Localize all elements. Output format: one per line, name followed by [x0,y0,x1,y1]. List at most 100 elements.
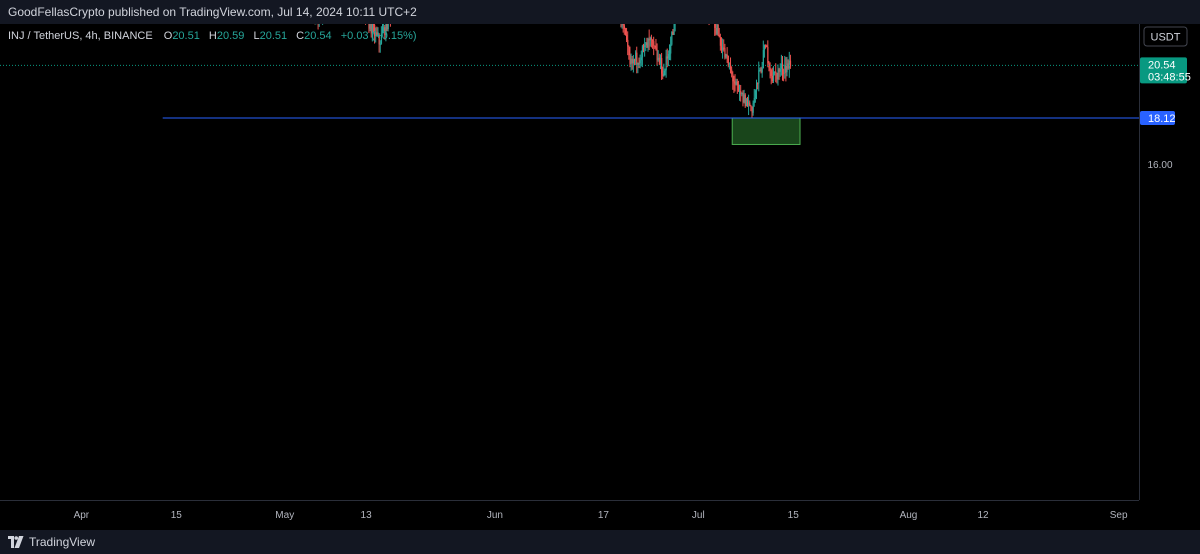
x-tick-label: 12 [978,510,990,521]
candle-body [748,102,750,106]
change-value: +0.03 (+0.15%) [341,30,417,42]
candle-body [750,105,752,107]
candle-body [636,52,638,65]
x-tick-label: 13 [361,510,373,521]
candle-body [727,55,729,66]
high-value: 20.59 [217,30,245,42]
candle-body [785,65,787,73]
candle-body [371,22,374,34]
candle-body [384,27,386,36]
candle-body [725,54,727,58]
candle-body [735,81,737,85]
x-tick-label: 15 [788,510,800,521]
support-price-label-bg [1140,110,1175,125]
candle-body [669,53,671,55]
candle-body [778,69,780,72]
candle-body [376,32,378,35]
candle-body [770,69,772,76]
candle-body [719,37,722,46]
x-tick-label: May [275,510,294,521]
candle-body [761,68,763,73]
candle-body [731,69,733,75]
candle-body [380,33,383,44]
candle-body [718,34,720,38]
candle-body [724,48,726,58]
candle-body [736,81,738,86]
candle-body [658,57,661,64]
candle-body [627,39,629,47]
candle-body [670,44,672,54]
support-price-value: 18.12 [1148,113,1176,125]
candle-body [641,46,644,58]
publish-info: GoodFellasCrypto published on TradingVie… [8,5,417,19]
candle-body [780,63,783,69]
ohlc-legend: INJ / TetherUS, 4h, BINANCE O20.51 H20.5… [8,30,417,42]
candle-body [740,90,742,95]
currency-button[interactable]: USDT [1143,26,1188,47]
candle-body [783,72,785,74]
candle-body [771,75,774,82]
candle-body [742,93,744,103]
candle-body [379,43,381,45]
candlestick-chart[interactable]: 16.0018.0020.0022.0024.0026.0028.0030.00… [0,0,1200,530]
candle-body [665,56,667,71]
x-tick-label: Apr [74,510,90,521]
tradingview-logo[interactable]: TradingView [8,535,95,549]
candle-body [644,45,646,47]
candle-body [765,45,767,47]
candle-body [649,37,651,41]
candle-body [653,41,655,46]
candle-body [672,31,674,35]
candle-body [768,63,770,68]
candle-body [671,31,673,45]
candle-body [726,54,728,56]
candle-body [647,39,649,48]
candle-body [645,42,647,46]
candle-body [666,56,668,59]
candle-body [640,57,642,61]
candle-body [714,15,716,28]
tradingview-logo-icon [8,536,24,548]
candle-body [628,46,630,56]
candle-body [624,29,627,35]
candle-body [378,34,380,45]
candle-body [646,42,648,48]
candle-body [652,39,654,42]
candle-body [733,81,735,84]
candle-body [775,71,777,73]
candle-body [370,21,372,34]
candle-body [767,46,769,64]
candle-body [774,71,776,73]
candle-body [656,49,658,61]
support-price-label: 18.12 [1140,110,1176,125]
close-label: C [296,30,304,42]
time-axis[interactable]: Apr 15 May 13 Jun 17 Jul 15 Aug 12 Sep [74,510,1128,521]
candle-body [752,102,754,113]
candle-body [758,70,760,84]
candle-body [789,60,792,67]
candle-body [786,63,788,73]
candle-body [753,98,755,103]
publish-header: GoodFellasCrypto published on TradingVie… [0,0,1200,24]
candle-body [385,17,387,36]
current-price-label-bg [1140,57,1187,84]
candle-body [655,47,657,50]
tradingview-brand: TradingView [29,535,96,549]
current-price-label: 20.54 03:48:55 [1140,57,1191,84]
candle-body [772,72,775,82]
x-tick-label: Jun [487,510,503,521]
candle-body [637,62,639,65]
candle-body [716,24,718,34]
candle-body [375,32,377,37]
candle-body [754,90,757,99]
candle-body [723,47,725,49]
chart-area[interactable]: 16.0018.0020.0022.0024.0026.0028.0030.00… [0,0,1200,530]
candle-body [654,45,656,48]
candle-body [745,98,748,107]
footer: TradingView [0,530,1200,554]
candle-body [777,69,779,80]
x-tick-label: 15 [171,510,183,521]
candle-body [383,27,385,32]
candle-body [763,45,766,51]
candle-body [643,46,645,48]
